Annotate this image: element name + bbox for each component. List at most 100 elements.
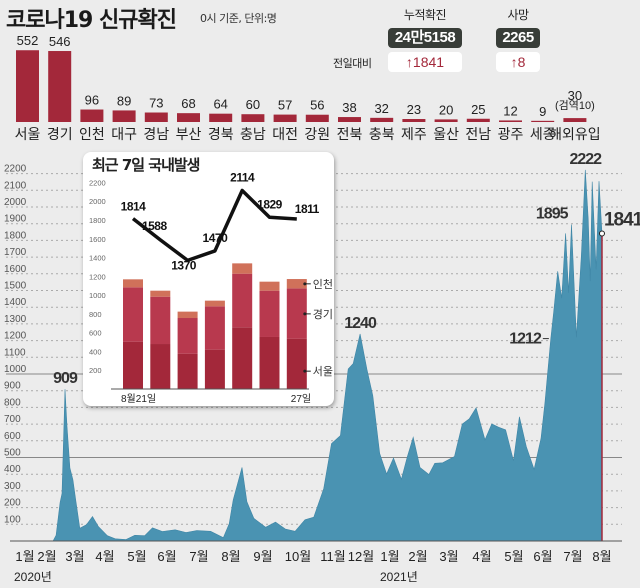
inset-y-tick-label: 600 — [89, 329, 102, 338]
region-bar — [434, 119, 458, 122]
y-tick-label: 900 — [4, 381, 21, 392]
inset-y-tick-label: 1000 — [89, 291, 106, 300]
legend-dot — [303, 312, 307, 316]
y-tick-label: 700 — [4, 414, 21, 425]
peak-annotation: 1212 — [509, 331, 542, 348]
daily-cases-area-chart: 100 200 300 400 500 600 700 800 900 1000 1100 1200 1… — [4, 151, 640, 584]
region-label: 세종 — [530, 126, 556, 142]
legend-dot — [303, 369, 307, 373]
x-tick-label: 10월 — [285, 549, 311, 564]
inset-y-tick-label: 1600 — [89, 235, 106, 244]
region-label: 대전 — [272, 126, 298, 142]
inset-y-tick-label: 1800 — [89, 216, 106, 225]
inset-y-tick-label: 200 — [89, 366, 102, 375]
legend-dot — [303, 282, 307, 286]
region-value-label: 32 — [374, 101, 388, 116]
x-tick-label: 5월 — [127, 549, 146, 564]
region-bar — [563, 118, 587, 122]
region-bar — [112, 110, 136, 122]
peak-annotation: 1240 — [344, 315, 377, 332]
region-bar — [177, 113, 200, 122]
y-tick-label: 1200 — [4, 331, 27, 342]
region-label: 제주 — [401, 126, 427, 142]
inset-bar-incheon — [204, 300, 225, 307]
region-value-label: 57 — [278, 98, 292, 113]
inset-bar-gyeonggi — [286, 288, 307, 339]
page-title: 코로나19 신규확진 — [6, 8, 177, 33]
x-tick-label: 9월 — [253, 549, 272, 564]
inset-bar-seoul — [286, 338, 307, 389]
inset-line-label: 1811 — [295, 202, 320, 216]
region-value-label: 30 — [568, 88, 582, 103]
y-tick-label: 100 — [4, 514, 21, 525]
inset-line-label: 2114 — [230, 170, 255, 184]
region-value-label: 23 — [407, 102, 421, 117]
inset-y-tick-label: 2000 — [89, 197, 106, 206]
region-value-label: 25 — [471, 102, 485, 117]
region-bar — [273, 114, 297, 122]
region-bar — [80, 109, 104, 122]
region-bar — [338, 117, 361, 122]
inset-line-label: 1370 — [171, 258, 197, 272]
y-tick-label: 1800 — [4, 230, 27, 241]
inset-bar-seoul — [204, 349, 225, 389]
region-bar-chart: 552 서울 546 경기 96 인천 89 대구 73 경남 68 부산 64 경북 60 충남 57 대전 56… — [15, 33, 601, 142]
inset-bar-seoul — [259, 336, 280, 389]
y-tick-label: 800 — [4, 397, 21, 408]
inset-bar-seoul — [232, 327, 253, 389]
peak-annotation: 1895 — [536, 206, 569, 223]
region-value-label: 89 — [117, 93, 131, 108]
region-label: 해외유입 — [549, 126, 601, 142]
y-tick-label: 1500 — [4, 281, 27, 292]
x-tick-label: 11월 — [320, 549, 345, 564]
region-value-label: 60 — [246, 97, 260, 112]
inset-bar-incheon — [286, 279, 307, 289]
inset-bar-gyeonggi — [150, 296, 171, 345]
x-tick-label: 6월 — [157, 549, 176, 564]
x-tick-label: 2월 — [37, 549, 56, 564]
region-bar — [402, 119, 426, 122]
y-tick-label: 2000 — [4, 197, 27, 208]
region-label: 광주 — [498, 126, 524, 142]
inset-bar-incheon — [259, 281, 280, 291]
deaths-value: 2265 — [496, 28, 540, 48]
inset-bar-incheon — [150, 290, 171, 297]
x-tick-label: 2월 — [408, 549, 427, 564]
y-tick-label: 1300 — [4, 314, 27, 325]
inset-bar-seoul — [123, 341, 143, 389]
y-tick-label: 300 — [4, 481, 21, 492]
inset-bar-gyeonggi — [177, 318, 198, 354]
region-label: 대구 — [111, 126, 137, 142]
region-bar — [466, 118, 490, 122]
region-bar — [499, 120, 522, 122]
region-label: 전북 — [337, 126, 363, 142]
inset-bar-incheon — [232, 263, 253, 274]
x-tick-label: 7월 — [563, 549, 582, 564]
inset-bar-incheon — [177, 311, 198, 319]
x-tick-label: 4월 — [472, 549, 491, 564]
inset-line-label: 1829 — [257, 197, 283, 211]
x-tick-label: 8월 — [592, 549, 611, 564]
region-label: 부산 — [176, 126, 202, 142]
region-value-label: 73 — [149, 96, 163, 111]
y-tick-label: 500 — [4, 448, 21, 459]
x-tick-label: 3월 — [65, 549, 84, 564]
region-label: 충북 — [369, 126, 395, 142]
x-tick-label: 12월 — [348, 549, 374, 564]
region-bar — [241, 114, 265, 122]
deaths-delta: ↑8 — [496, 52, 540, 72]
y-tick-label: 1700 — [4, 247, 27, 258]
x-tick-label: 1월 — [15, 549, 34, 564]
region-value-label: 64 — [213, 97, 227, 112]
inset-line-label: 1588 — [142, 219, 168, 233]
region-value-label: 12 — [503, 103, 517, 118]
y-tick-label: 2200 — [4, 164, 27, 175]
region-label: 전남 — [465, 126, 491, 142]
region-label: 강원 — [304, 126, 330, 142]
region-label: 서울 — [15, 126, 41, 142]
y-tick-label: 600 — [4, 431, 21, 442]
region-value-label: 56 — [310, 98, 324, 113]
region-bar — [531, 120, 555, 122]
inset-line-label: 1470 — [203, 231, 229, 245]
